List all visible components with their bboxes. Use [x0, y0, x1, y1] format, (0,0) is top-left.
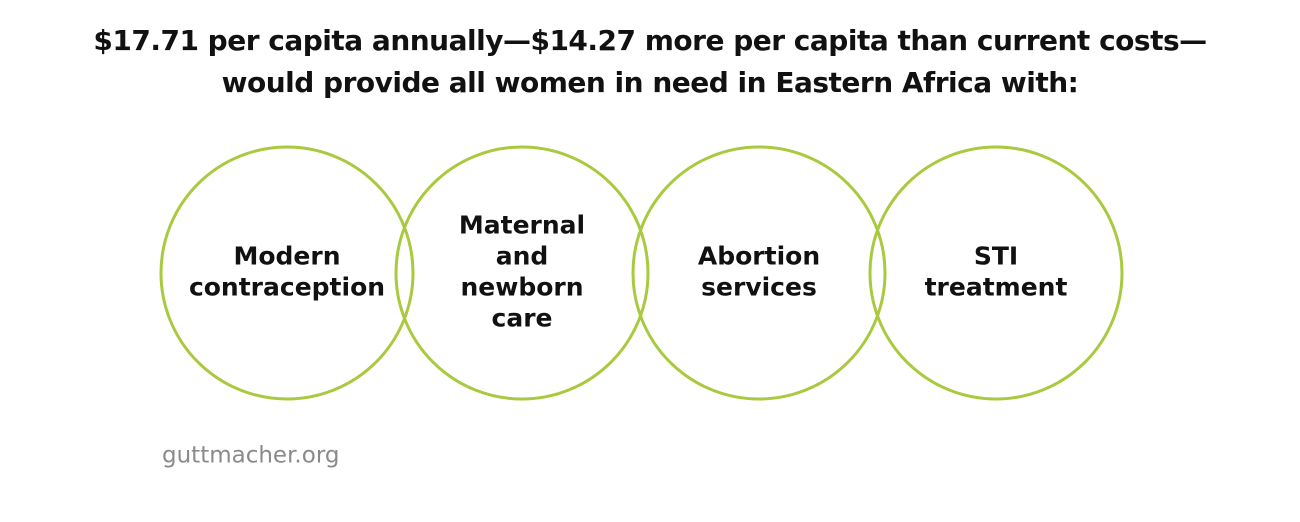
source: guttmacher.org — [162, 443, 339, 469]
node-label: Maternal — [459, 211, 585, 240]
circle — [159, 145, 415, 401]
title-line: would provide all women in need in Easte… — [222, 66, 1079, 99]
circle — [394, 145, 650, 401]
node-label: Abortion — [698, 242, 820, 271]
circle — [868, 145, 1124, 401]
node-label: and — [496, 242, 549, 271]
node-label: services — [701, 273, 817, 302]
node-label: treatment — [925, 273, 1068, 302]
node-label: STI — [974, 242, 1018, 271]
node-label: newborn — [460, 273, 583, 302]
node-label: Modern — [233, 242, 340, 271]
node-label: care — [492, 304, 553, 333]
node-label: contraception — [189, 273, 385, 302]
title-line: $17.71 per capita annually—$14.27 more p… — [93, 24, 1206, 57]
circle — [631, 145, 887, 401]
